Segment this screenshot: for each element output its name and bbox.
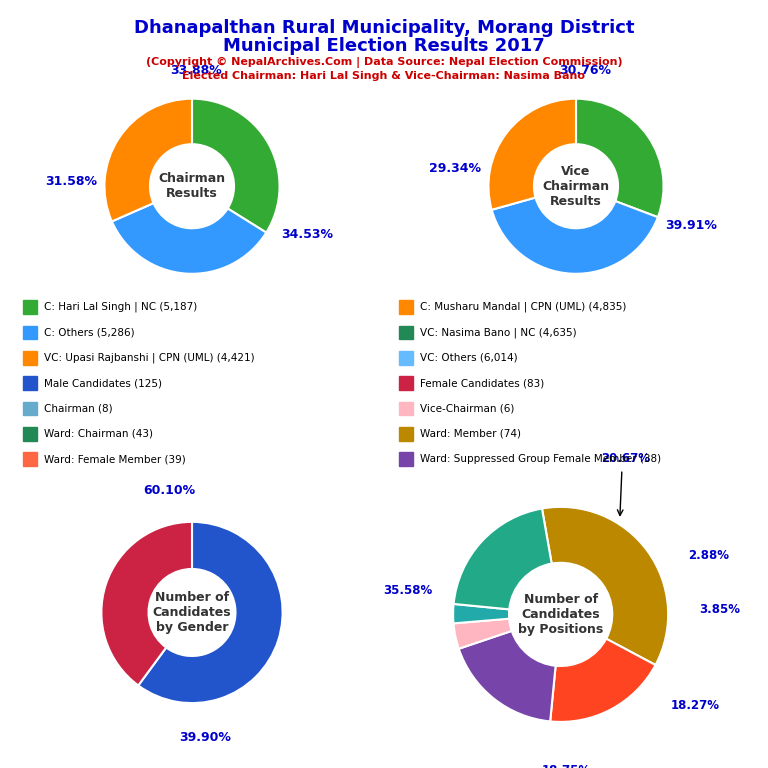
- Text: 20.67%: 20.67%: [601, 452, 650, 465]
- Text: 29.34%: 29.34%: [429, 162, 482, 175]
- Text: Ward: Female Member (39): Ward: Female Member (39): [44, 454, 186, 465]
- Wedge shape: [192, 99, 280, 233]
- Text: Elected Chairman: Hari Lal Singh & Vice-Chairman: Nasima Bano: Elected Chairman: Hari Lal Singh & Vice-…: [183, 71, 585, 81]
- Text: Female Candidates (83): Female Candidates (83): [420, 378, 545, 389]
- Wedge shape: [454, 508, 551, 609]
- Wedge shape: [101, 522, 192, 686]
- Text: (Copyright © NepalArchives.Com | Data Source: Nepal Election Commission): (Copyright © NepalArchives.Com | Data So…: [146, 57, 622, 68]
- Text: Ward: Member (74): Ward: Member (74): [420, 429, 521, 439]
- Text: Number of
Candidates
by Positions: Number of Candidates by Positions: [518, 593, 604, 636]
- Wedge shape: [112, 203, 266, 273]
- Wedge shape: [104, 99, 192, 221]
- Wedge shape: [138, 522, 283, 703]
- Text: Chairman (8): Chairman (8): [44, 403, 112, 414]
- Wedge shape: [576, 99, 664, 217]
- Text: 39.90%: 39.90%: [180, 731, 231, 744]
- Wedge shape: [542, 507, 668, 665]
- Text: Number of
Candidates
by Gender: Number of Candidates by Gender: [153, 591, 231, 634]
- Text: Vice
Chairman
Results: Vice Chairman Results: [542, 165, 610, 207]
- Text: Male Candidates (125): Male Candidates (125): [44, 378, 162, 389]
- Text: VC: Others (6,014): VC: Others (6,014): [420, 353, 518, 363]
- Wedge shape: [488, 98, 576, 210]
- Text: 34.53%: 34.53%: [282, 228, 333, 241]
- Wedge shape: [453, 619, 511, 649]
- Text: 31.58%: 31.58%: [45, 175, 98, 188]
- Text: Vice-Chairman (6): Vice-Chairman (6): [420, 403, 515, 414]
- Text: Dhanapalthan Rural Municipality, Morang District: Dhanapalthan Rural Municipality, Morang …: [134, 19, 634, 37]
- Text: 60.10%: 60.10%: [144, 484, 195, 497]
- Wedge shape: [453, 604, 509, 624]
- Text: C: Musharu Mandal | CPN (UML) (4,835): C: Musharu Mandal | CPN (UML) (4,835): [420, 302, 627, 313]
- Text: 33.88%: 33.88%: [170, 65, 222, 77]
- Text: VC: Upasi Rajbanshi | CPN (UML) (4,421): VC: Upasi Rajbanshi | CPN (UML) (4,421): [44, 353, 254, 363]
- Wedge shape: [458, 631, 555, 721]
- Text: 18.27%: 18.27%: [670, 700, 720, 712]
- Text: Chairman
Results: Chairman Results: [158, 172, 226, 200]
- Text: 18.75%: 18.75%: [541, 764, 591, 768]
- Text: C: Hari Lal Singh | NC (5,187): C: Hari Lal Singh | NC (5,187): [44, 302, 197, 313]
- Wedge shape: [550, 639, 656, 722]
- Text: 2.88%: 2.88%: [689, 549, 730, 561]
- Text: 3.85%: 3.85%: [700, 603, 740, 615]
- Text: Ward: Chairman (43): Ward: Chairman (43): [44, 429, 153, 439]
- Text: VC: Nasima Bano | NC (4,635): VC: Nasima Bano | NC (4,635): [420, 327, 577, 338]
- Text: 35.58%: 35.58%: [383, 584, 432, 598]
- Text: 39.91%: 39.91%: [666, 219, 717, 232]
- Text: C: Others (5,286): C: Others (5,286): [44, 327, 134, 338]
- Wedge shape: [492, 197, 658, 273]
- Text: Ward: Suppressed Group Female Member (38): Ward: Suppressed Group Female Member (38…: [420, 454, 661, 465]
- Text: 30.76%: 30.76%: [559, 65, 611, 77]
- Text: Municipal Election Results 2017: Municipal Election Results 2017: [223, 37, 545, 55]
